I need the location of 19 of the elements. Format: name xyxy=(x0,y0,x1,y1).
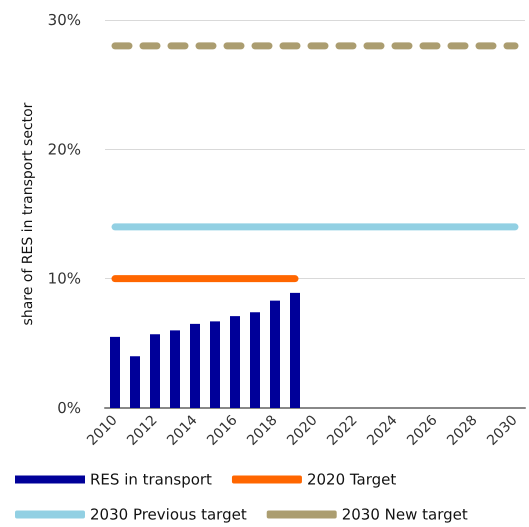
legend-label: 2030 New target xyxy=(342,506,468,524)
legend-label: 2030 Previous target xyxy=(90,506,247,524)
bar xyxy=(110,336,120,408)
bar xyxy=(250,312,260,408)
bar xyxy=(210,321,220,408)
bar xyxy=(150,334,160,408)
y-axis-title: share of RES in transport sector xyxy=(20,102,36,326)
bar xyxy=(170,330,180,408)
y-tick-label: 30% xyxy=(48,11,81,29)
bar xyxy=(190,324,200,408)
bar xyxy=(130,356,140,408)
y-tick-label: 10% xyxy=(48,270,81,288)
legend-label: 2020 Target xyxy=(306,470,396,488)
legend-label: RES in transport xyxy=(90,470,212,488)
y-tick-label: 20% xyxy=(48,140,81,158)
bar xyxy=(270,300,280,408)
bar xyxy=(230,316,240,408)
y-tick-label: 0% xyxy=(57,399,81,417)
bar xyxy=(290,292,300,408)
